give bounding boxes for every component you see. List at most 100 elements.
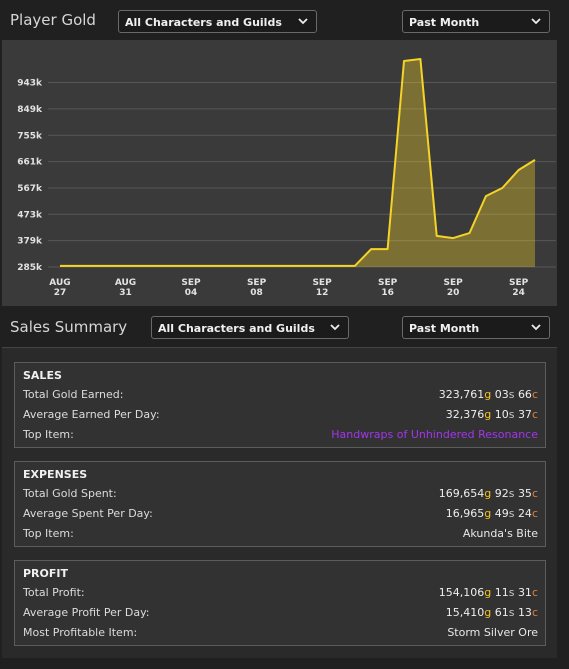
amount-part: 92 xyxy=(494,487,509,500)
chevron xyxy=(531,324,541,331)
x-tick-label: SEP 04 xyxy=(181,278,201,298)
currency-unit: g xyxy=(484,487,492,500)
row-label: Total Profit: xyxy=(23,586,85,599)
page-title: Player Gold xyxy=(10,11,96,29)
x-tick-line: SEP xyxy=(247,278,267,288)
x-tick-line: SEP xyxy=(181,278,201,288)
currency-unit: s xyxy=(508,487,515,500)
row-value: 154,106g 11s 31c xyxy=(439,586,538,599)
currency-unit: g xyxy=(484,388,492,401)
row-value: Storm Silver Ore xyxy=(447,626,538,639)
row-label: Average Earned Per Day: xyxy=(23,408,160,421)
row-label: Top Item: xyxy=(23,428,74,441)
row-value: 32,376g 10s 37c xyxy=(446,408,538,421)
dropdown-text: All Characters and Guilds xyxy=(125,16,282,29)
x-tick-line: AUG xyxy=(49,278,70,288)
amount-part: 11 xyxy=(494,586,509,599)
currency-unit: g xyxy=(484,507,492,520)
chevron xyxy=(330,324,340,331)
period-dropdown[interactable]: Past Month xyxy=(402,316,550,339)
x-tick-label: SEP 24 xyxy=(509,278,529,298)
amount-part: 61 xyxy=(494,606,509,619)
x-tick-line: 12 xyxy=(316,288,329,298)
amount-part: 10 xyxy=(494,408,509,421)
chevron xyxy=(531,18,541,25)
line xyxy=(60,58,536,267)
x-tick-label: AUG 27 xyxy=(49,278,70,298)
row-value: Handwraps of Unhindered Resonance xyxy=(331,428,538,441)
row-value: 323,761g 03s 66c xyxy=(439,388,538,401)
currency-unit: g xyxy=(484,586,492,599)
currency-unit: g xyxy=(484,606,492,619)
character-dropdown[interactable]: All Characters and Guilds xyxy=(151,316,349,339)
x-tick-label: AUG 31 xyxy=(115,278,136,298)
section-title: SALES xyxy=(23,369,62,382)
x-tick-line: 20 xyxy=(447,288,460,298)
currency-unit: s xyxy=(508,507,515,520)
x-tick-line: SEP xyxy=(378,278,398,288)
y-tick-label: 379k xyxy=(17,237,43,247)
x-tick-line: SEP xyxy=(312,278,332,288)
amount-part: 169,654 xyxy=(438,487,485,500)
x-tick-label: SEP 12 xyxy=(312,278,332,298)
row-value: 169,654g 92s 35c xyxy=(439,487,538,500)
x-tick-line: 27 xyxy=(54,288,67,298)
row-label: Most Profitable Item: xyxy=(23,626,138,639)
row-label: Total Gold Spent: xyxy=(23,487,117,500)
amount-part: 15,410 xyxy=(445,606,485,619)
period-dropdown[interactable]: Past Month xyxy=(402,10,550,33)
amount-part: 35 xyxy=(517,487,532,500)
amount-part: 66 xyxy=(517,388,532,401)
row-label: Total Gold Earned: xyxy=(23,388,124,401)
x-tick-line: 16 xyxy=(381,288,394,298)
row-value: Akunda's Bite xyxy=(462,527,538,540)
currency-unit: s xyxy=(508,388,515,401)
y-tick-label: 849k xyxy=(17,105,43,115)
y-tick-label: 661k xyxy=(17,158,43,168)
x-tick-label: SEP 16 xyxy=(378,278,398,298)
dropdown-text: All Characters and Guilds xyxy=(158,322,315,335)
currency-unit: s xyxy=(508,586,515,599)
row-label: Average Spent Per Day: xyxy=(23,507,153,520)
x-tick-line: SEP xyxy=(509,278,529,288)
currency-unit: c xyxy=(531,586,538,599)
row-value: 16,965g 49s 24c xyxy=(446,507,538,520)
amount-part: 32,376 xyxy=(445,408,485,421)
y-tick-label: 473k xyxy=(17,210,43,220)
x-tick-label: SEP 08 xyxy=(247,278,267,298)
y-tick-label: 943k xyxy=(17,79,43,89)
currency-unit: c xyxy=(531,507,538,520)
amount-part: 37 xyxy=(517,408,532,421)
dropdown-text: Past Month xyxy=(409,16,480,29)
amount-part: 13 xyxy=(517,606,532,619)
amount-part: 154,106 xyxy=(438,586,485,599)
chart-background xyxy=(2,40,557,306)
y-tick-label: 755k xyxy=(17,131,43,141)
section-box: SALES Total Gold Earned: 323,761g 03s 66c A… xyxy=(14,362,546,448)
row-value: 15,410g 61s 13c xyxy=(446,606,538,619)
x-tick-line: 31 xyxy=(119,288,132,298)
section-title: EXPENSES xyxy=(23,468,88,481)
x-tick-label: SEP 20 xyxy=(444,278,464,298)
amount-part: 24 xyxy=(517,507,532,520)
amount-part: 49 xyxy=(494,507,509,520)
row-label: Top Item: xyxy=(23,527,74,540)
x-tick-line: 04 xyxy=(185,288,198,298)
x-tick-line: AUG xyxy=(115,278,136,288)
currency-unit: s xyxy=(508,606,515,619)
currency-unit: c xyxy=(531,388,538,401)
amount-part: 03 xyxy=(494,388,509,401)
currency-unit: c xyxy=(531,487,538,500)
amount-part: 31 xyxy=(517,586,532,599)
y-tick-label: 285k xyxy=(17,263,43,273)
section-box: PROFIT Total Profit: 154,106g 11s 31c Avera… xyxy=(14,560,546,646)
chevron xyxy=(298,18,308,25)
area xyxy=(60,59,536,267)
amount-part: 16,965 xyxy=(445,507,485,520)
section-box: EXPENSES Total Gold Spent: 169,654g 92s 35… xyxy=(14,461,546,547)
dropdown-text: Past Month xyxy=(409,322,480,335)
y-tick-label: 567k xyxy=(17,184,43,194)
character-dropdown[interactable]: All Characters and Guilds xyxy=(118,10,317,33)
x-tick-line: SEP xyxy=(444,278,464,288)
